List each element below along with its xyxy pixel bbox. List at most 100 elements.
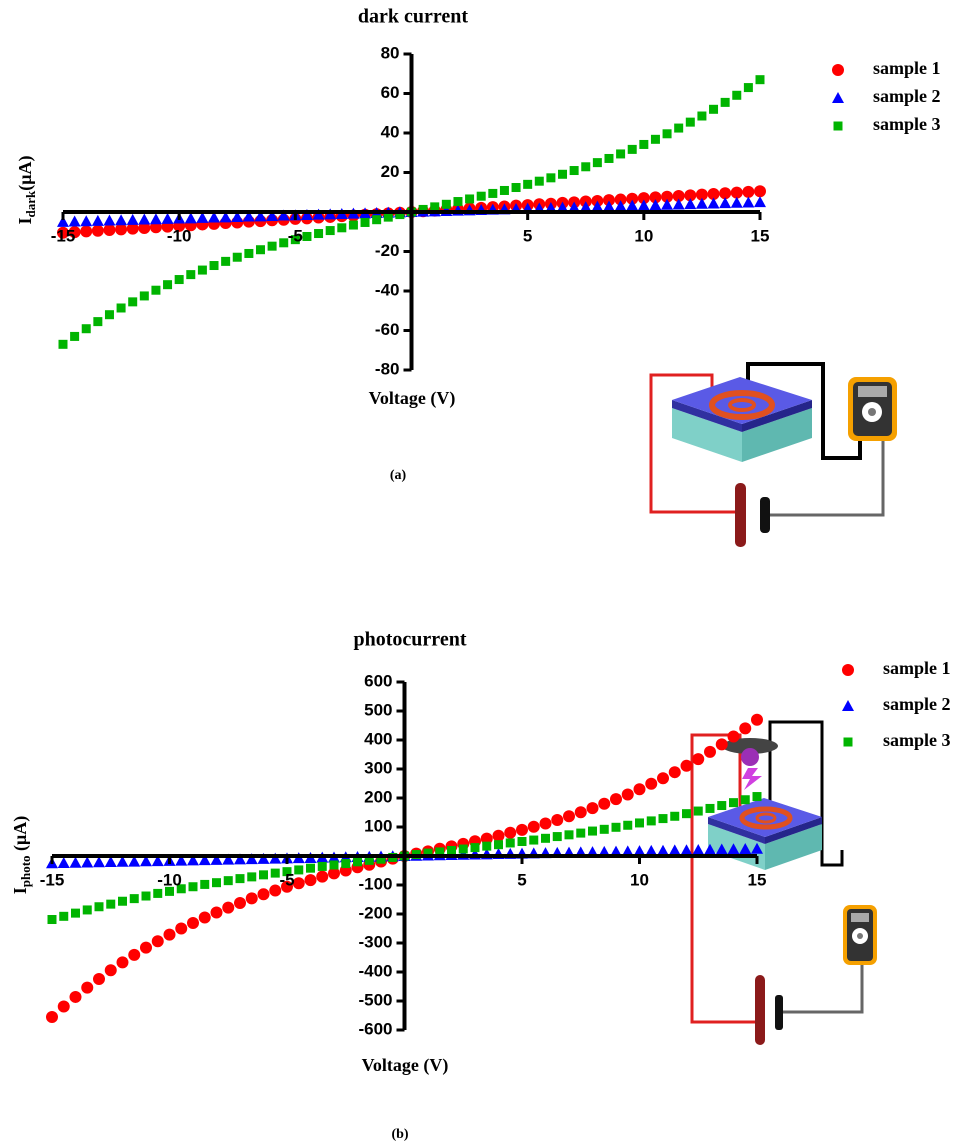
x-tick-label: 10 xyxy=(634,226,653,245)
legend-label: sample 2 xyxy=(873,86,941,106)
marker xyxy=(570,166,579,175)
marker xyxy=(612,823,621,832)
marker xyxy=(744,83,753,92)
marker xyxy=(647,816,656,825)
marker xyxy=(128,297,137,306)
caption: (b) xyxy=(391,1127,408,1142)
marker xyxy=(69,215,81,226)
marker xyxy=(199,911,211,923)
x-tick-label: 10 xyxy=(630,870,649,889)
legend-marker xyxy=(842,664,854,676)
y-tick-label: 600 xyxy=(364,671,392,690)
legend-marker xyxy=(832,92,844,103)
y-tick-label: 20 xyxy=(381,162,400,181)
marker xyxy=(244,249,253,258)
marker xyxy=(151,286,160,295)
marker xyxy=(634,783,646,795)
marker xyxy=(453,197,462,206)
marker xyxy=(657,772,669,784)
marker xyxy=(58,857,70,868)
y-tick-label: 100 xyxy=(364,816,392,835)
marker xyxy=(70,991,82,1003)
marker xyxy=(465,194,474,203)
marker xyxy=(610,793,622,805)
marker xyxy=(337,223,346,232)
marker xyxy=(459,845,468,854)
marker xyxy=(200,880,209,889)
figure: dark currentVoltage (V)(a)Idark(μA)sampl… xyxy=(0,0,979,1144)
y-axis-label: Iphoto (μA) xyxy=(10,816,33,895)
marker xyxy=(604,154,613,163)
x-tick-label: -5 xyxy=(279,870,294,889)
x-axis-label: Voltage (V) xyxy=(369,388,456,409)
marker xyxy=(739,722,751,734)
marker xyxy=(222,902,234,914)
y-tick-label: 80 xyxy=(381,43,400,62)
marker xyxy=(686,118,695,127)
marker xyxy=(246,892,258,904)
marker xyxy=(494,840,503,849)
marker xyxy=(512,183,521,192)
x-axis-label: Voltage (V) xyxy=(362,1055,449,1076)
marker xyxy=(318,862,327,871)
marker xyxy=(692,753,704,765)
marker xyxy=(651,135,660,144)
y-tick-label: -40 xyxy=(375,280,400,299)
marker xyxy=(140,942,152,954)
y-tick-label: 500 xyxy=(364,700,392,719)
marker xyxy=(259,870,268,879)
marker xyxy=(692,844,704,855)
marker xyxy=(353,857,362,866)
marker xyxy=(540,818,552,830)
marker xyxy=(563,810,575,822)
marker xyxy=(59,340,68,349)
marker xyxy=(268,242,277,251)
marker xyxy=(546,173,555,182)
marker xyxy=(587,802,599,814)
marker xyxy=(581,162,590,171)
x-tick-label: 15 xyxy=(748,870,767,889)
marker xyxy=(639,140,648,149)
marker xyxy=(471,843,480,852)
marker xyxy=(330,860,339,869)
marker xyxy=(186,270,195,279)
marker xyxy=(70,857,82,868)
y-axis-label: Idark(μA) xyxy=(15,156,38,225)
legend-label: sample 3 xyxy=(873,114,941,134)
marker xyxy=(140,291,149,300)
marker xyxy=(645,778,657,790)
y-axis-label-part: (μA) xyxy=(10,816,31,856)
marker xyxy=(553,832,562,841)
marker xyxy=(162,213,174,224)
y-tick-label: 300 xyxy=(364,758,392,777)
marker xyxy=(742,197,754,208)
marker xyxy=(488,189,497,198)
y-tick-label: 400 xyxy=(364,729,392,748)
marker xyxy=(674,124,683,133)
marker xyxy=(541,834,550,843)
y-tick-label: 40 xyxy=(381,122,400,141)
marker xyxy=(754,185,766,197)
marker xyxy=(588,827,597,836)
marker xyxy=(212,878,221,887)
marker xyxy=(669,766,681,778)
marker xyxy=(482,842,491,851)
x-tick-label: -10 xyxy=(157,870,182,889)
marker xyxy=(95,902,104,911)
marker xyxy=(128,949,140,961)
marker xyxy=(598,798,610,810)
x-tick-label: -10 xyxy=(167,226,192,245)
marker xyxy=(118,897,127,906)
marker xyxy=(477,192,486,201)
marker xyxy=(302,232,311,241)
marker xyxy=(742,186,754,198)
marker xyxy=(271,869,280,878)
marker xyxy=(721,98,730,107)
marker xyxy=(258,888,270,900)
marker xyxy=(719,197,731,208)
legend-marker xyxy=(842,700,854,711)
caption: (a) xyxy=(390,468,407,483)
marker xyxy=(187,917,199,929)
marker xyxy=(80,225,92,237)
marker xyxy=(294,865,303,874)
